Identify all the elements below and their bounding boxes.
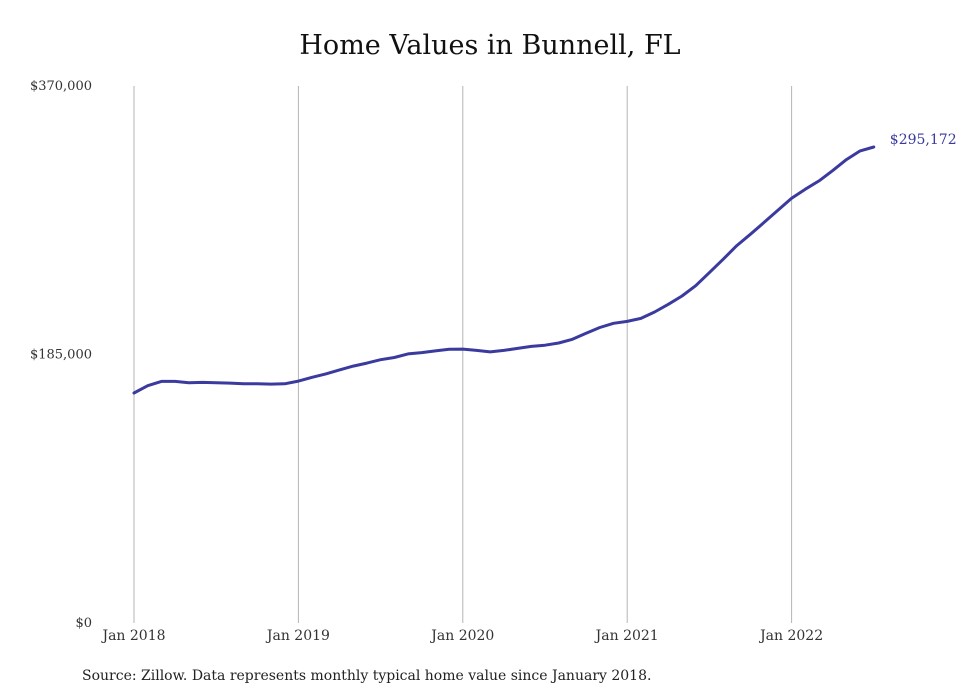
x-tick-label: Jan 2019 [265, 628, 330, 644]
vertical-gridlines [133, 86, 793, 623]
x-tick-label: Jan 2021 [594, 628, 659, 644]
x-tick-label: Jan 2018 [100, 628, 165, 644]
end-value-label: $295,172 [890, 132, 957, 148]
y-axis-tick-labels: $0 $185,000 $370,000 [30, 79, 92, 631]
x-tick-label: Jan 2020 [429, 628, 494, 644]
y-tick-label: $185,000 [30, 348, 92, 363]
x-axis-tick-labels: Jan 2018 Jan 2019 Jan 2020 Jan 2021 Jan 2022 [100, 628, 823, 644]
chart-title: Home Values in Bunnell, FL [299, 30, 681, 61]
y-tick-label: $0 [75, 616, 92, 631]
y-tick-label: $370,000 [30, 79, 92, 94]
home-value-line [132, 145, 876, 395]
x-tick-label: Jan 2022 [758, 628, 823, 644]
source-note: Source: Zillow. Data represents monthly … [82, 668, 652, 684]
